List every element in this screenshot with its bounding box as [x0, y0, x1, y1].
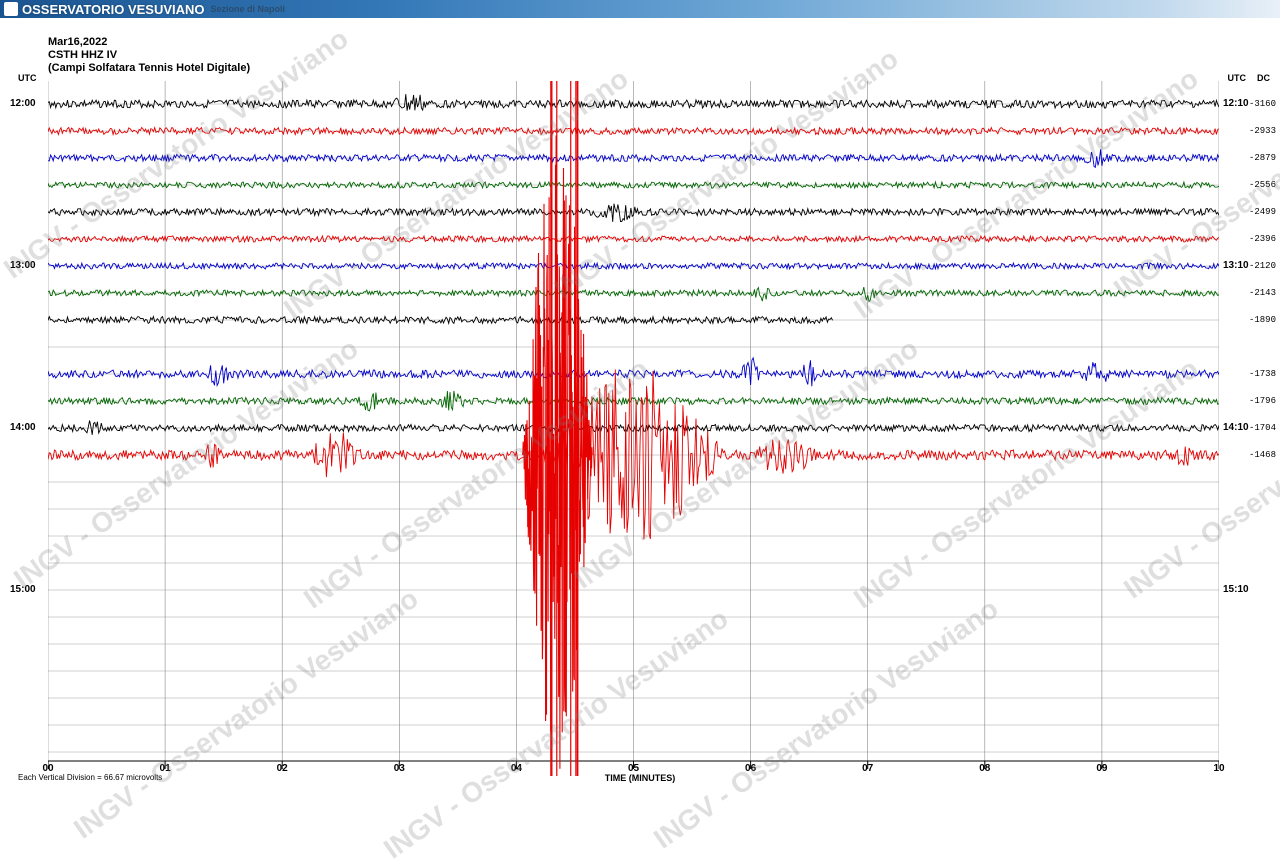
- dc-value: -1468: [1249, 450, 1276, 460]
- x-tick: 10: [1213, 763, 1224, 774]
- x-tick: 08: [979, 763, 990, 774]
- dc-value: -2556: [1249, 180, 1276, 190]
- left-time-label: 13:00: [10, 260, 36, 271]
- dc-header-label: DC: [1257, 73, 1270, 83]
- dc-value: -2499: [1249, 207, 1276, 217]
- plot-region: [48, 81, 1219, 776]
- seismogram-chart: Mar16,2022 CSTH HHZ IV (Campi Solfatara …: [0, 18, 1280, 782]
- dc-value: -1738: [1249, 369, 1276, 379]
- dc-value: -2143: [1249, 288, 1276, 298]
- dc-value: -1796: [1249, 396, 1276, 406]
- left-time-label: 14:00: [10, 422, 36, 433]
- right-time-label: 15:10: [1223, 584, 1249, 595]
- dc-value: -1890: [1249, 315, 1276, 325]
- left-time-label: 12:00: [10, 98, 36, 109]
- app-header: OSSERVATORIO VESUVIANO Sezione di Napoli: [0, 0, 1280, 18]
- meta-date: Mar16,2022: [48, 36, 250, 49]
- dc-value: -1704: [1249, 423, 1276, 433]
- seismogram-svg: [48, 81, 1219, 776]
- x-tick: 04: [511, 763, 522, 774]
- right-time-label: 12:10: [1223, 98, 1249, 109]
- left-time-label: 15:00: [10, 584, 36, 595]
- x-tick: 07: [862, 763, 873, 774]
- footer-note: Each Vertical Division = 66.67 microvolt…: [18, 773, 162, 782]
- dc-value: -3160: [1249, 99, 1276, 109]
- dc-value: -2879: [1249, 153, 1276, 163]
- header-title: OSSERVATORIO VESUVIANO: [22, 2, 205, 17]
- right-time-label: 13:10: [1223, 260, 1249, 271]
- x-tick: 06: [745, 763, 756, 774]
- utc-right-label: UTC: [1228, 73, 1247, 83]
- meta-desc: (Campi Solfatara Tennis Hotel Digitale): [48, 62, 250, 75]
- meta-station: CSTH HHZ IV: [48, 49, 250, 62]
- x-tick: 09: [1096, 763, 1107, 774]
- x-tick: 03: [394, 763, 405, 774]
- dc-value: -2396: [1249, 234, 1276, 244]
- dc-value: -2933: [1249, 126, 1276, 136]
- ingv-logo-icon: [4, 2, 18, 16]
- station-meta: Mar16,2022 CSTH HHZ IV (Campi Solfatara …: [48, 36, 250, 76]
- dc-value: -2120: [1249, 261, 1276, 271]
- header-subtitle: Sezione di Napoli: [211, 4, 286, 14]
- right-time-label: 14:10: [1223, 422, 1249, 433]
- utc-left-label: UTC: [18, 73, 37, 83]
- x-tick: 02: [277, 763, 288, 774]
